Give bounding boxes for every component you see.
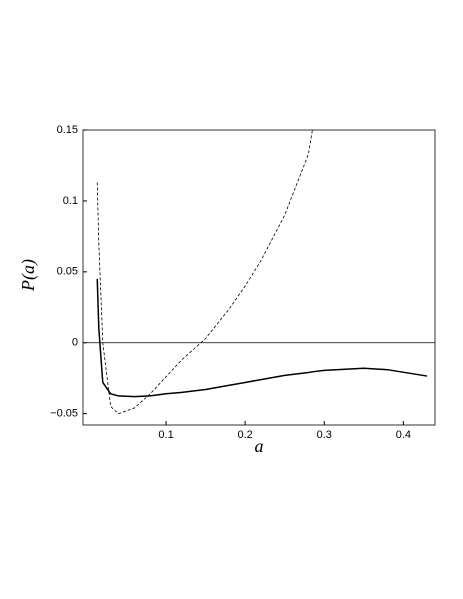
y-tick-label: 0.15 [57, 124, 78, 136]
x-tick-label: 0.2 [238, 429, 253, 441]
y-tick-label: 0.05 [57, 266, 78, 278]
y-tick-label: 0 [72, 337, 78, 349]
series-line [96, 278, 428, 398]
plot-frame [82, 129, 436, 426]
y-tick-label: −0.05 [50, 408, 78, 420]
y-axis-label: P(a) [18, 259, 39, 292]
x-tick-label: 0.4 [396, 429, 411, 441]
x-axis-label: a [255, 436, 264, 456]
x-tick-label: 0.1 [158, 429, 173, 441]
series-line [96, 130, 313, 415]
x-tick-label: 0.3 [317, 429, 332, 441]
y-tick-label: 0.1 [63, 195, 78, 207]
